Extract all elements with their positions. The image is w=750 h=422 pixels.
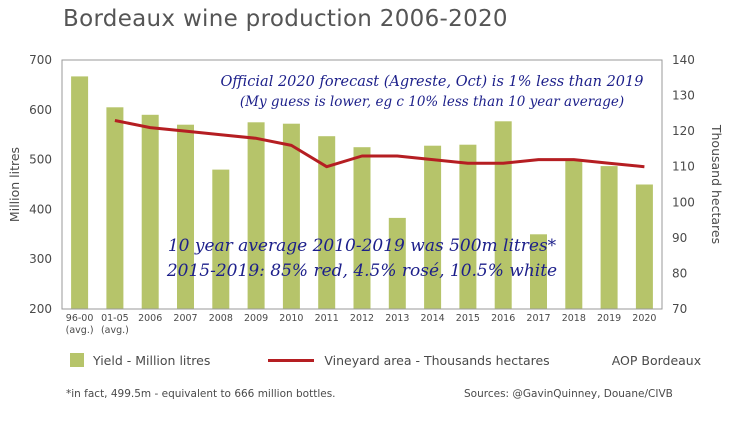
bar-1 [71, 76, 89, 310]
y2-tick-label-110: 110 [672, 160, 695, 174]
y-tick-label-200: 200 [29, 302, 52, 316]
legend-item-vineyard-area: Vineyard area - Thousands hectares [268, 352, 550, 368]
bar-16 [600, 166, 618, 309]
x-tick-label-8: 2011 [315, 313, 339, 324]
x-tick-label-6: 2009 [244, 313, 268, 324]
legend-label-yield: Yield - Million litres [93, 352, 211, 368]
x-tick-label-11: 2014 [421, 313, 445, 324]
x-tick-label-4: 2007 [173, 313, 197, 324]
vineyard-area-line [114, 119, 645, 169]
x-tick-label-2: 01-05 (avg.) [101, 313, 129, 336]
legend-swatch-yield [70, 353, 84, 367]
footnote: *in fact, 499.5m - equivalent to 666 mil… [66, 388, 336, 400]
y2-axis-title: Thousand hectares [709, 124, 724, 244]
x-tick-label-1: 96-00 (avg.) [66, 313, 94, 336]
x-tick-label-14: 2017 [526, 313, 550, 324]
bar-15 [565, 159, 583, 309]
bar-14 [530, 234, 547, 309]
bar-2 [106, 107, 124, 309]
plot-frame [61, 59, 663, 310]
x-tick-label-5: 2008 [209, 313, 233, 324]
legend-label-aop: AOP Bordeaux [611, 352, 702, 368]
y2-tick-label-140: 140 [672, 53, 695, 67]
y-axis-title: Million litres [7, 147, 22, 222]
legend-item-yield: Yield - Million litres [70, 353, 210, 368]
y-tick-label-400: 400 [29, 202, 52, 216]
y-tick-label-700: 700 [29, 53, 52, 67]
bar-4 [177, 124, 194, 309]
bar-11 [424, 145, 442, 309]
x-tick-label-3: 2006 [138, 313, 162, 324]
bar-3 [141, 114, 159, 309]
y-tick-label-600: 600 [29, 103, 52, 117]
bar-13 [494, 121, 512, 309]
legend-item-aop: AOP Bordeaux [612, 353, 701, 368]
chart-title: Bordeaux wine production 2006-2020 [63, 6, 508, 32]
x-tick-label-12: 2015 [456, 313, 480, 324]
bars-layer [71, 76, 653, 310]
legend-swatch-vineyard-area [268, 358, 315, 362]
y2-tick-label-70: 70 [672, 302, 687, 316]
annotation-forecast-line2: (My guess is lower, eg c 10% less than 1… [240, 94, 624, 110]
x-tick-label-13: 2016 [491, 313, 515, 324]
x-tick-label-7: 2010 [279, 313, 303, 324]
x-tick-label-17: 2020 [632, 313, 656, 324]
x-tick-label-16: 2019 [597, 313, 621, 324]
y2-tick-label-100: 100 [672, 195, 695, 209]
y2-tick-label-130: 130 [672, 89, 695, 103]
bar-7 [282, 123, 300, 309]
y2-tick-label-120: 120 [672, 124, 695, 138]
line-layer [114, 119, 645, 169]
axes-layer: 200 300 400 500 600 700 70 80 90 100 110 120 130 140 9… [7, 53, 724, 336]
x-tick-label-9: 2012 [350, 313, 374, 324]
y2-tick-label-90: 90 [672, 231, 687, 245]
sources-note: Sources: @GavinQuinney, Douane/CIVB [464, 388, 673, 400]
bar-10 [388, 217, 406, 309]
bar-12 [459, 144, 477, 309]
annotation-average-line2: 2015-2019: 85% red, 4.5% rosé, 10.5% whi… [166, 261, 557, 281]
bar-6 [247, 122, 265, 310]
chart: 200 300 400 500 600 700 70 80 90 100 110 120 130 140 9… [7, 53, 724, 336]
bar-9 [353, 147, 371, 309]
bar-17 [635, 184, 653, 309]
x-tick-label-15: 2018 [562, 313, 586, 324]
bar-5 [212, 169, 230, 309]
legend-label-vineyard-area: Vineyard area - Thousands hectares [324, 352, 550, 368]
y-tick-label-500: 500 [29, 153, 52, 167]
legend: Yield - Million litres Vineyard area - T… [70, 349, 701, 371]
annotation-forecast-line1: Official 2020 forecast (Agreste, Oct) is… [221, 74, 644, 90]
y2-tick-label-80: 80 [672, 266, 687, 280]
x-tick-label-10: 2013 [385, 313, 409, 324]
bar-8 [318, 136, 336, 309]
annotations-layer: Official 2020 forecast (Agreste, Oct) is… [166, 74, 644, 281]
annotation-average-line1: 10 year average 2010-2019 was 500m litre… [168, 236, 557, 256]
y-tick-label-300: 300 [29, 252, 52, 266]
